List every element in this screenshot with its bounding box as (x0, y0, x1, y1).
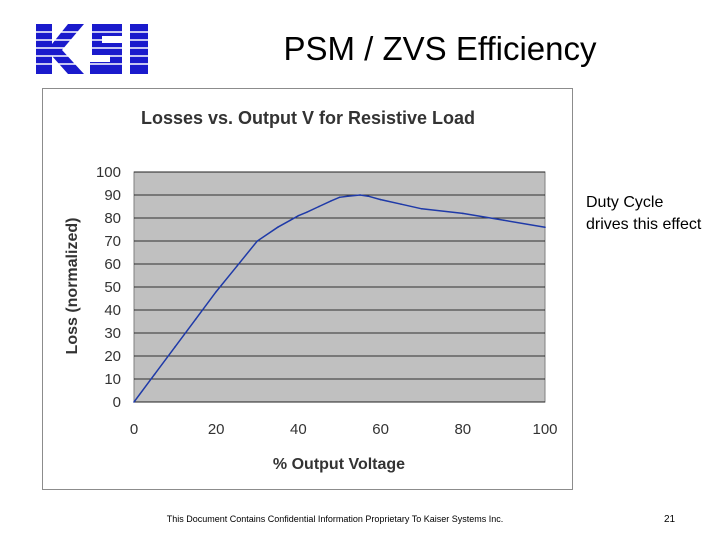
y-tick-label: 50 (104, 279, 121, 296)
series-point (544, 226, 546, 228)
series-points (133, 194, 546, 403)
y-tick-label: 10 (104, 371, 121, 388)
series-point (174, 346, 176, 348)
series-point (194, 318, 197, 320)
y-axis-label: Loss (normalized) (64, 218, 81, 355)
page-number: 21 (664, 514, 676, 525)
logo-letter-i (130, 24, 148, 74)
series-point (330, 199, 333, 202)
series-point (400, 203, 402, 205)
series-point (256, 240, 259, 242)
chart-frame: Losses vs. Output V for Resistive Load 0… (42, 88, 573, 490)
logo-letter-s (90, 24, 122, 74)
x-tick-label: 40 (290, 421, 307, 438)
note-text: Duty Cycle drives this effect (586, 194, 702, 233)
y-tick-label: 0 (113, 394, 121, 411)
x-tick-label: 100 (532, 421, 557, 438)
y-tick-label: 30 (104, 325, 121, 342)
x-tick-labels: 0 20 40 60 80 100 (130, 421, 558, 438)
series-point (153, 373, 156, 376)
x-tick-label: 60 (372, 421, 389, 438)
y-tick-label: 100 (96, 164, 121, 181)
logo-letter-k (36, 24, 84, 74)
gridlines (134, 171, 545, 403)
series-point (462, 212, 464, 215)
y-tick-label: 20 (104, 348, 121, 365)
series-point (503, 219, 505, 222)
x-axis-label: % Output Voltage (273, 456, 405, 473)
series-point (346, 195, 349, 197)
chart-title: Losses vs. Output V for Resistive Load (141, 108, 475, 128)
line-chart: Losses vs. Output V for Resistive Load 0… (64, 108, 558, 473)
series-point (277, 226, 279, 228)
slide-title: PSM / ZVS Efficiency (283, 30, 597, 67)
y-tick-label: 70 (104, 233, 121, 250)
series-point (297, 214, 300, 217)
y-tick-label: 40 (104, 302, 121, 319)
logo-stripes (34, 31, 152, 65)
series-point (367, 195, 370, 197)
y-tick-labels: 0 10 20 30 40 50 60 70 80 90 100 (96, 164, 121, 411)
x-tick-label: 0 (130, 421, 138, 438)
x-tick-label: 80 (454, 421, 471, 438)
series-point (289, 219, 291, 222)
y-tick-label: 90 (104, 187, 121, 204)
series-point (235, 265, 238, 268)
footer-confidential: This Document Contains Confidential Info… (166, 514, 504, 524)
series-point (379, 198, 382, 201)
y-tick-label: 60 (104, 256, 121, 273)
series-point (305, 211, 308, 214)
series-point (420, 208, 423, 210)
series-point (215, 290, 217, 293)
series-point (338, 196, 341, 199)
series-point (133, 401, 135, 403)
y-tick-label: 80 (104, 210, 121, 227)
x-tick-label: 20 (208, 421, 225, 438)
series-point (318, 205, 320, 208)
series-point (359, 194, 361, 196)
ksi-logo (34, 24, 152, 74)
